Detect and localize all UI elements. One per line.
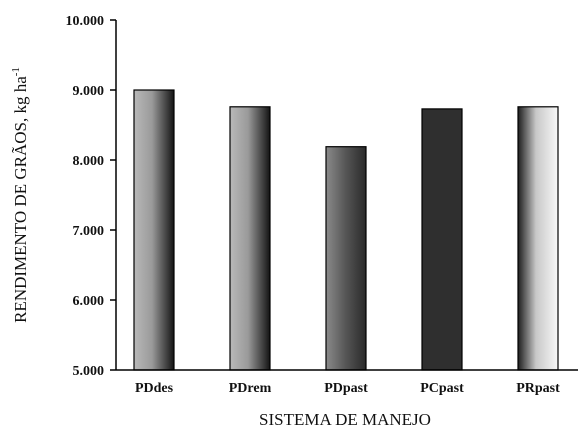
x-tick-label: PDpast (324, 381, 368, 396)
x-tick-label: PCpast (420, 381, 464, 396)
y-axis-title-superscript: -1 (10, 67, 22, 76)
bars-group (133, 89, 559, 371)
x-axis-title: SISTEMA DE MANEJO (259, 410, 431, 429)
bar-prpast (517, 106, 559, 371)
y-axis-title-main: RENDIMENTO DE GRÃOS, kg ha (11, 76, 30, 323)
y-tick-label: 7.000 (73, 224, 105, 239)
bar-pcpast (421, 108, 463, 371)
x-axis-tick-labels: PDdes PDrem PDpast PCpast PRpast (135, 381, 560, 396)
y-tick-label: 10.000 (66, 14, 105, 29)
y-tick-label: 9.000 (73, 84, 105, 99)
x-tick-label: PDrem (229, 381, 272, 396)
y-axis-ticks: 5.000 6.000 7.000 8.000 9.000 10.000 (66, 14, 116, 379)
x-tick-label: PDdes (135, 381, 174, 396)
x-tick-label: PRpast (516, 381, 560, 396)
bar-pdrem (229, 106, 271, 371)
bar-pdpast (325, 146, 367, 371)
y-tick-label: 6.000 (73, 294, 105, 309)
y-tick-label: 8.000 (73, 154, 105, 169)
bar-pddes (133, 89, 175, 371)
y-tick-label: 5.000 (73, 364, 105, 379)
y-axis-title: RENDIMENTO DE GRÃOS, kg ha-1 (10, 67, 30, 323)
